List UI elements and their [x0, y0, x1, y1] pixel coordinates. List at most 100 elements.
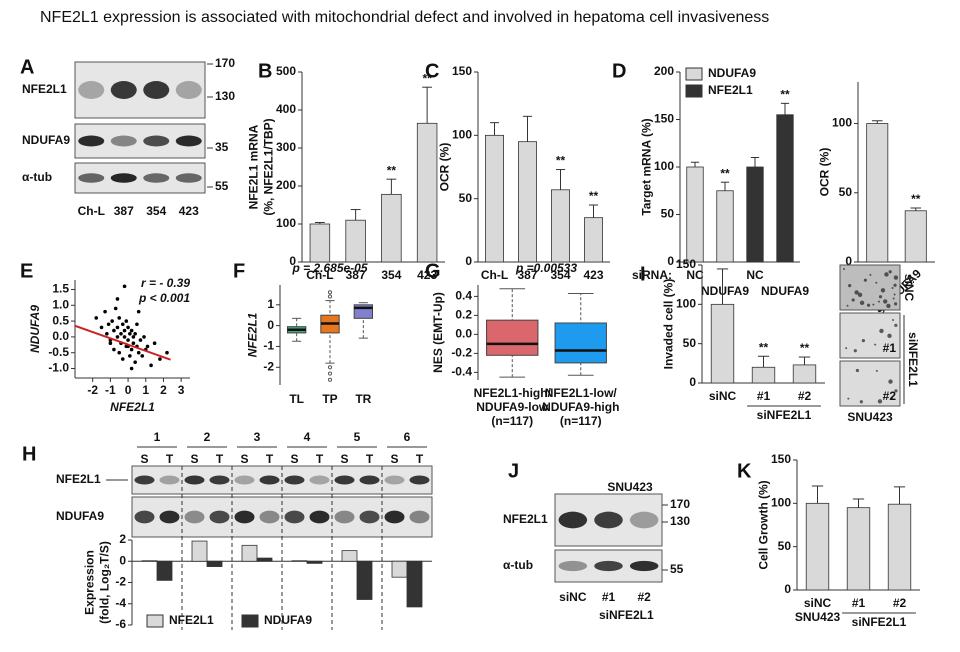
point [133, 360, 137, 364]
x-tick-label: (n=117) [560, 414, 602, 428]
bar [518, 141, 537, 263]
point [140, 354, 145, 358]
blot-band [143, 173, 170, 183]
cell-speck [854, 290, 859, 295]
cell-speck [883, 299, 888, 304]
point [108, 341, 113, 346]
cell-speck [869, 273, 872, 276]
row-label: α-tub [22, 170, 52, 184]
bar [256, 557, 273, 562]
x-tick-label: 2 [160, 383, 167, 397]
y-axis-label: Invaded cell (%) [661, 279, 675, 370]
x-tick-label: 387 [346, 268, 366, 282]
x-tick-label: NC [746, 268, 764, 282]
bar [416, 122, 438, 263]
y-tick-label: 150 [676, 257, 696, 271]
y-tick-label: 100 [452, 128, 472, 142]
panel-letter: D [612, 60, 626, 82]
blot-band [110, 173, 137, 183]
marker-label: 170 [215, 56, 235, 70]
blot-band [359, 510, 380, 524]
lane-label: Ch-L [78, 204, 105, 218]
blot-band [284, 510, 305, 524]
point [129, 366, 134, 371]
cell-speck [855, 368, 860, 373]
y-axis-label: OCR (%) [817, 148, 831, 197]
blot-band [629, 511, 659, 529]
cell-speck [846, 304, 849, 307]
y-tick-label: 1.5 [52, 282, 69, 296]
x-tick-label: 0 [125, 383, 132, 397]
x-tick-label: (n=117) [491, 414, 533, 428]
lane-label: siNC [559, 590, 587, 604]
annotation: r = - 0.39 [141, 276, 190, 290]
y-tick-label: 150 [654, 112, 674, 126]
point [126, 338, 130, 342]
cell-speck [875, 281, 878, 284]
significance: ** [556, 154, 566, 168]
cell-speck [877, 300, 880, 303]
significance: ** [759, 340, 769, 354]
y-tick-label: 100 [832, 116, 852, 130]
y-tick-label: -0.5 [48, 345, 69, 359]
cell-speck [874, 343, 877, 346]
cell-speck [884, 272, 889, 277]
point [126, 325, 130, 330]
point [128, 331, 132, 336]
point [117, 316, 122, 320]
bar [751, 366, 776, 384]
y-tick-label: 100 [276, 216, 296, 230]
cell-speck [893, 275, 899, 280]
cell-speck [848, 284, 852, 288]
point [129, 328, 134, 333]
point [103, 309, 107, 314]
significance: ** [387, 163, 397, 177]
panel-letter: A [20, 56, 34, 78]
row-label: NDUFA9 [56, 509, 104, 523]
point [136, 350, 141, 355]
cell-speck [879, 328, 884, 334]
lane-sublabel: S [290, 452, 298, 466]
marker-label: 35 [215, 140, 229, 154]
y-tick-label: 0 [119, 553, 126, 567]
x-tick-label: 1 [142, 383, 149, 397]
point [165, 350, 169, 355]
cell-speck [851, 298, 855, 302]
y-tick-label: 0 [667, 254, 674, 268]
y-tick-label: 150 [452, 64, 472, 78]
y-axis-label: Cell Growth (%) [756, 480, 770, 569]
lane-label: 423 [179, 204, 199, 218]
y-tick-label: -0.2 [451, 346, 472, 360]
group-label: siNFE2L1 [757, 408, 812, 422]
point [133, 331, 137, 336]
bar [584, 217, 603, 263]
significance: ** [800, 341, 810, 355]
blot-band [184, 510, 205, 524]
blot-band [384, 510, 405, 524]
lane-label: 387 [114, 204, 134, 218]
y-tick-label: -6 [115, 617, 126, 631]
y-tick-label: 100 [771, 496, 791, 510]
bar [341, 550, 358, 562]
cell-speck [892, 297, 895, 300]
cell-speck [878, 295, 883, 299]
point [120, 322, 125, 327]
blot-band [594, 511, 623, 529]
y-tick-label: 100 [676, 297, 696, 311]
figure-title: NFE2L1 expression is associated with mit… [40, 9, 769, 26]
box [486, 319, 539, 356]
y-tick-label: 2 [119, 532, 126, 546]
y-axis-label: Target mRNA (%) [639, 118, 653, 215]
blot-band [409, 475, 430, 485]
cell-speck [893, 283, 897, 287]
y-tick-label: 200 [654, 64, 674, 78]
y-tick-label: -1.0 [48, 361, 69, 375]
lane-sublabel: S [240, 452, 248, 466]
blot-band [159, 510, 180, 524]
cell-speck [888, 270, 892, 274]
lane-number: 4 [304, 430, 311, 444]
bar [241, 544, 258, 562]
lane-label: #1 [602, 590, 616, 604]
x-axis-label: NFE2L1 [110, 400, 155, 414]
